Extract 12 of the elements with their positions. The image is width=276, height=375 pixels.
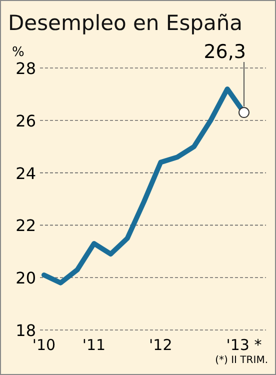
chart-title: Desempleo en España <box>8 11 243 35</box>
data-label: 26,3 <box>204 41 246 63</box>
y-tick-label: 22 <box>16 216 36 236</box>
y-tick-label: 24 <box>16 164 36 183</box>
text: (*) II TRIM. <box>215 355 268 366</box>
y-tick-label: 28 <box>16 59 36 78</box>
x-tick-label: '13 * <box>226 336 262 354</box>
y-tick-label: 26 <box>16 111 36 130</box>
x-tick-label: '12 <box>149 336 172 354</box>
y-tick-label: 20 <box>16 268 36 288</box>
y-axis-title: % <box>12 45 24 60</box>
x-tick-label: '11 <box>82 336 106 354</box>
